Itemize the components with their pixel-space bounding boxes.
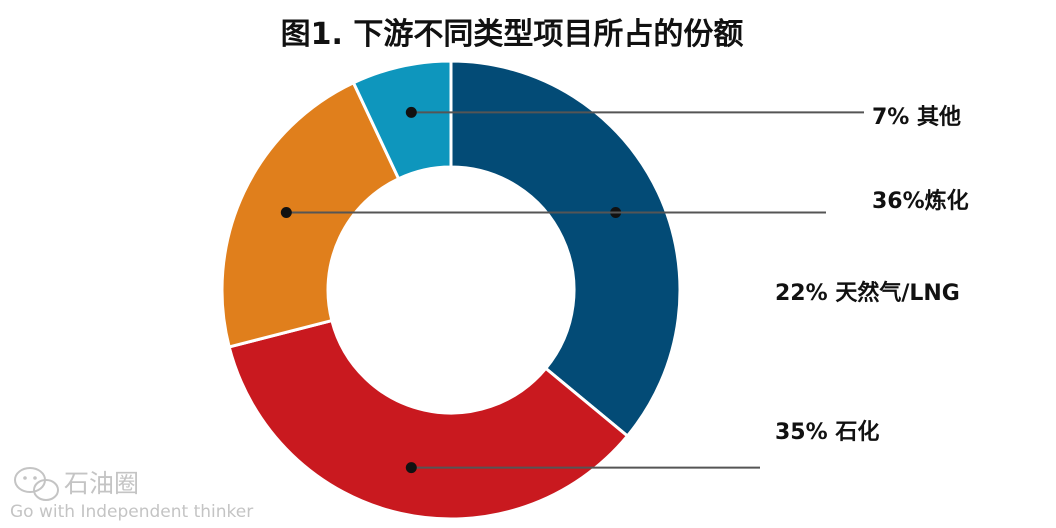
- callout-marker-3: [405, 106, 417, 118]
- chart-title: 图1. 下游不同类型项目所占的份额: [281, 17, 744, 52]
- donut-slices: [220, 59, 682, 521]
- donut-slice-3: [351, 59, 453, 181]
- callout-marker-2: [280, 207, 292, 219]
- watermark: 石油圈 Go with Independent thinker: [10, 467, 253, 522]
- watermark-tagline: Go with Independent thinker: [10, 502, 253, 522]
- watermark-name: 石油圈: [64, 469, 139, 498]
- slice-label-0: 36%炼化: [872, 188, 969, 214]
- donut-slice-2: [220, 80, 401, 349]
- donut-slice-1: [227, 318, 630, 521]
- slice-label-3: 7% 其他: [872, 105, 961, 130]
- callouts: 36%炼化 35% 石化 22% 天然气/LNG 7% 其他: [280, 105, 969, 474]
- callout-marker-1: [405, 462, 417, 474]
- slice-label-1: 35% 石化: [775, 419, 879, 445]
- donut-slice-0: [449, 59, 682, 439]
- wechat-icon: [14, 467, 59, 501]
- slice-label-2: 22% 天然气/LNG: [775, 280, 960, 306]
